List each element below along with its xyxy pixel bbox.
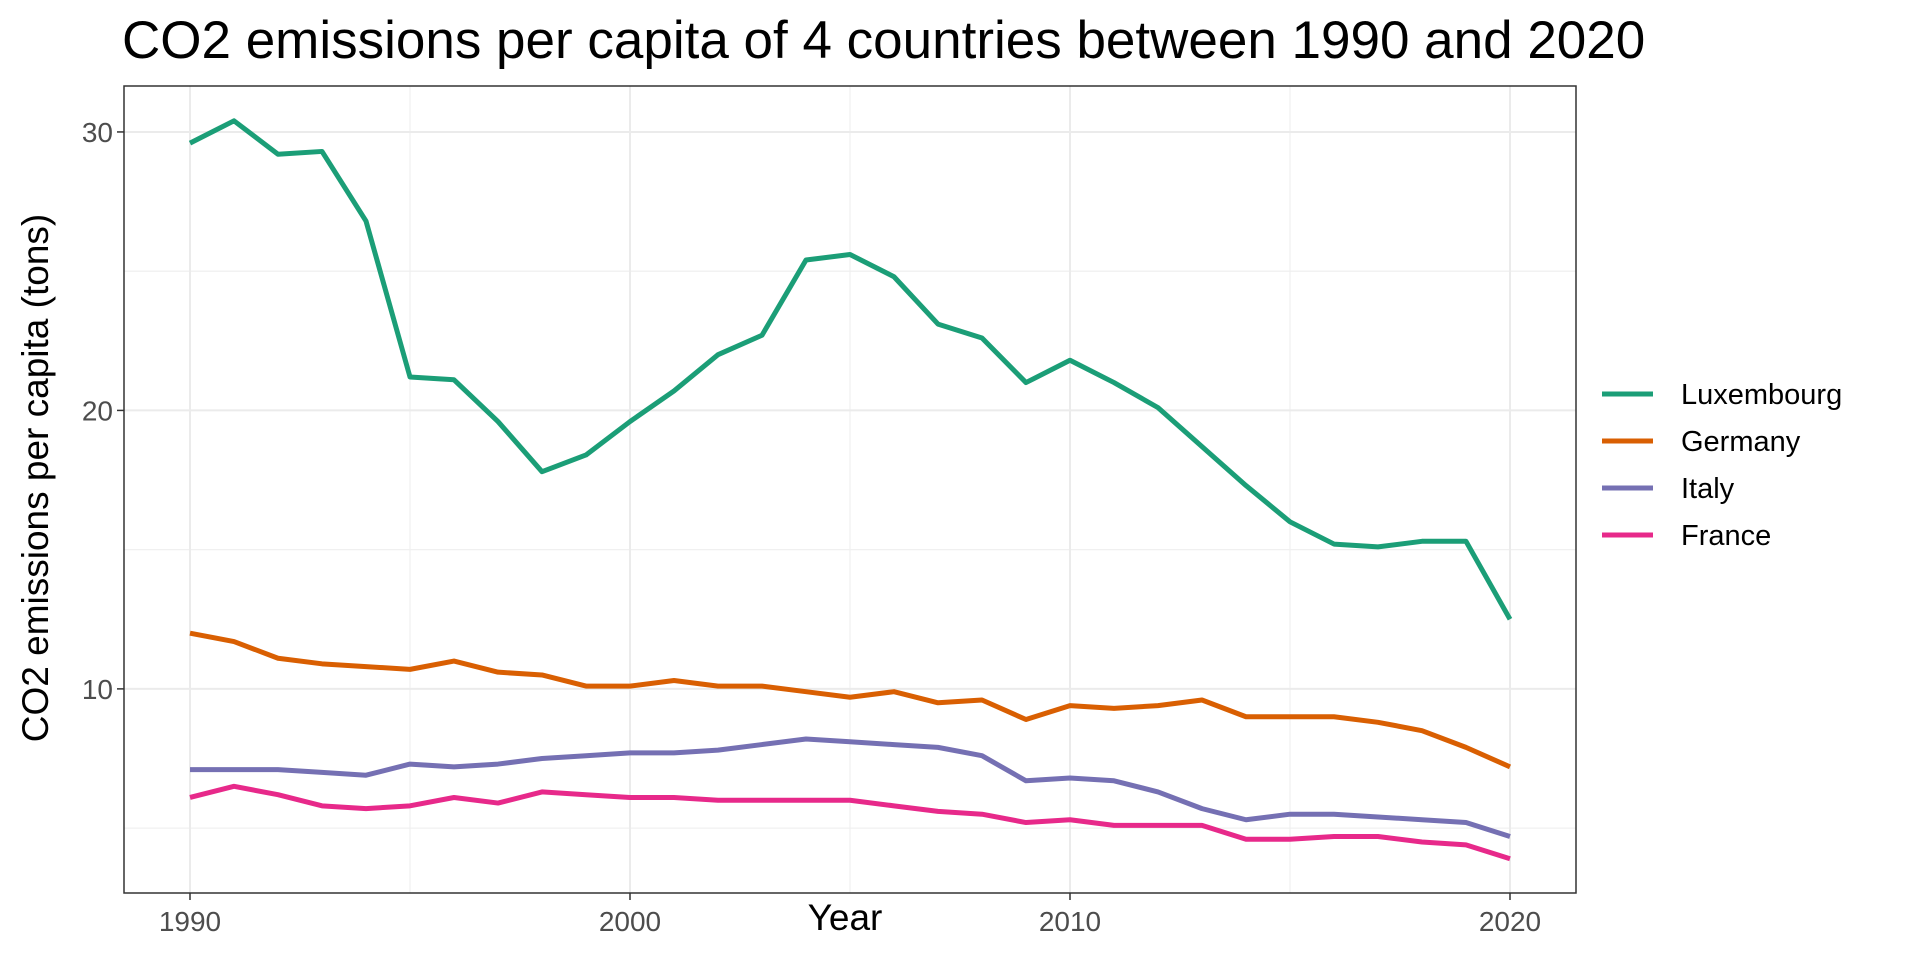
y-axis-title: CO2 emissions per capita (tons) — [15, 214, 56, 742]
y-tick-label: 20 — [82, 395, 113, 426]
series-lines — [188, 118, 1513, 862]
series-line-italy — [190, 736, 1511, 839]
legend-label: France — [1681, 520, 1771, 552]
legend: Luxembourg Germany Italy France — [1602, 379, 1842, 552]
legend-label: Italy — [1681, 473, 1735, 505]
axis-ticks: 10 20 30 1990 2000 2010 2020 — [82, 117, 1541, 937]
grid — [124, 86, 1576, 893]
plot-panel-border — [123, 85, 1577, 894]
series-line-luxembourg — [188, 118, 1513, 621]
chart-title: CO2 emissions per capita of 4 countries … — [122, 11, 1645, 70]
series-line-germany — [189, 630, 1512, 770]
y-tick-label: 10 — [82, 674, 113, 705]
x-tick-label: 2000 — [599, 906, 661, 937]
x-tick-label: 2020 — [1479, 906, 1541, 937]
x-axis-title: Year — [808, 897, 883, 938]
x-tick-label: 1990 — [159, 906, 221, 937]
x-tick-label: 2010 — [1039, 906, 1101, 937]
legend-label: Luxembourg — [1681, 379, 1842, 411]
y-tick-label: 30 — [82, 117, 113, 148]
legend-label: Germany — [1681, 426, 1801, 458]
series-line-france — [189, 783, 1511, 862]
